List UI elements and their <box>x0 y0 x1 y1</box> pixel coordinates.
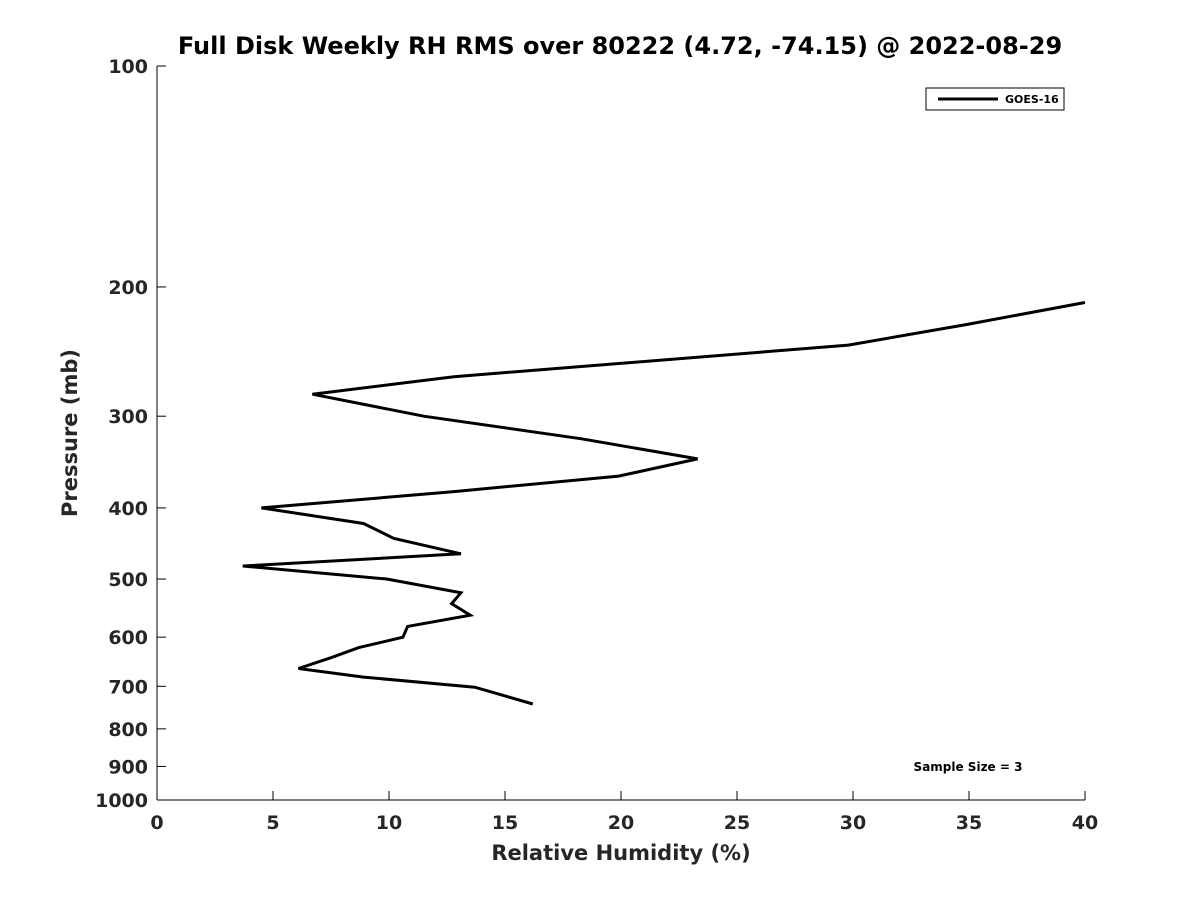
x-tick-label: 5 <box>266 812 279 834</box>
legend: GOES-16 <box>925 87 1065 111</box>
x-tick-label: 15 <box>492 812 518 834</box>
chart-title: Full Disk Weekly RH RMS over 80222 (4.72… <box>178 32 1062 60</box>
x-tick-label: 35 <box>956 812 982 834</box>
x-tick-label: 40 <box>1072 812 1098 834</box>
x-tick-label: 10 <box>376 812 402 834</box>
x-tick-label: 0 <box>150 812 163 834</box>
y-tick-label: 300 <box>108 406 148 428</box>
series-line-goes-16 <box>242 301 1086 706</box>
y-tick-label: 500 <box>108 569 148 591</box>
axes <box>156 66 1085 801</box>
y-tick-label: 200 <box>108 277 148 299</box>
y-axis-label: Pressure (mb) <box>58 349 82 517</box>
x-ticks: 0 5 10 15 20 25 30 35 40 <box>150 791 1098 834</box>
x-tick-label: 30 <box>840 812 866 834</box>
y-tick-label: 900 <box>108 756 148 778</box>
y-tick-label: 600 <box>108 627 148 649</box>
legend-label-goes-16: GOES-16 <box>1005 93 1059 106</box>
y-tick-label: 800 <box>108 719 148 741</box>
series-layer <box>242 301 1086 706</box>
sample-size-annotation: Sample Size = 3 <box>914 760 1023 774</box>
y-tick-label: 400 <box>108 498 148 520</box>
y-tick-label: 100 <box>108 56 148 78</box>
x-tick-label: 20 <box>608 812 634 834</box>
y-ticks: 100 200 300 400 500 600 700 800 900 1000 <box>95 56 166 812</box>
y-tick-label: 1000 <box>95 790 148 812</box>
y-tick-label: 700 <box>108 676 148 698</box>
x-axis-label: Relative Humidity (%) <box>491 841 750 865</box>
x-tick-label: 25 <box>724 812 750 834</box>
